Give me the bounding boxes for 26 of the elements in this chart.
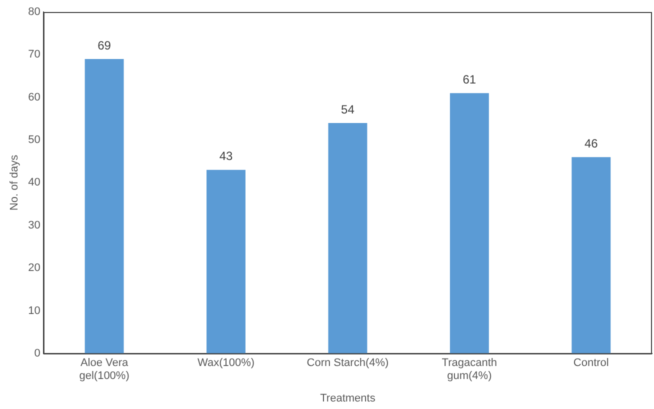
data-label: 46	[584, 136, 598, 150]
y-tick-label: 10	[28, 304, 40, 317]
data-label: 43	[219, 149, 233, 164]
bar	[450, 93, 489, 354]
y-tick-label: 20	[28, 262, 40, 274]
y-tick-label: 80	[28, 6, 40, 18]
y-tick-label: 60	[28, 91, 40, 104]
y-tick-label: 50	[28, 134, 40, 146]
bar	[84, 58, 124, 354]
x-tick-label: Corn Starch(4%)	[306, 357, 389, 370]
x-tick-label: Aloe Vera gel(100%)	[79, 357, 130, 382]
data-label: 69	[98, 38, 112, 52]
y-tick-label: 0	[34, 347, 40, 360]
y-tick-label: 70	[28, 48, 40, 61]
data-label: 54	[341, 102, 355, 116]
bar	[328, 122, 368, 354]
y-axis-title: No. of days	[8, 154, 21, 211]
y-tick-label: 30	[28, 219, 40, 232]
bar	[206, 170, 246, 354]
y-tick-label: 40	[28, 176, 40, 189]
x-axis-title: Treatments	[320, 392, 376, 404]
data-label: 61	[462, 72, 476, 86]
x-tick-label: Tragacanth gum(4%)	[442, 357, 498, 382]
x-tick-label: Wax(100%)	[197, 357, 255, 370]
x-tick-label: Control	[573, 357, 609, 370]
bar	[572, 157, 611, 354]
